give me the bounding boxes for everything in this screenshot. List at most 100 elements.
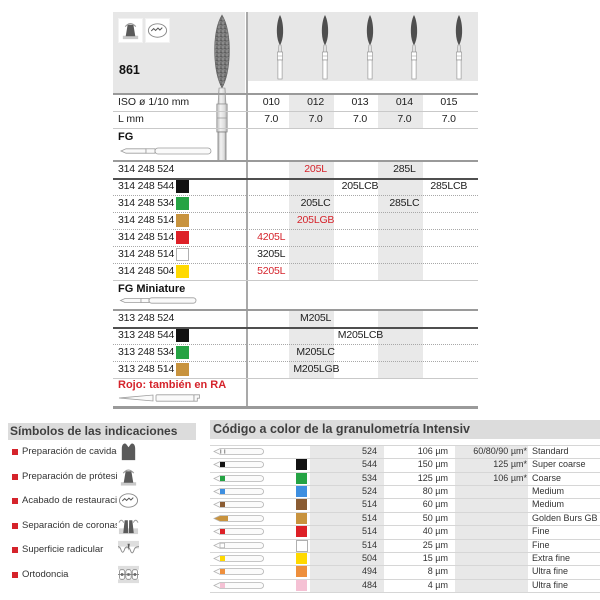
part-number: 314 248 514 [118,248,175,260]
grit-color-swatch [296,499,307,511]
fg-section-label: FG [118,131,134,143]
bur-code: M205LC [296,346,335,358]
bur-drawing [318,14,332,80]
grit-color-swatch [296,472,307,484]
table-row: 313 248 544 M205LCB [113,327,478,344]
bur-code: 3205L [257,248,286,260]
bur-code: 5205L [257,265,286,277]
rule [113,195,478,196]
part-number: 314 248 514 [118,214,175,226]
rule [210,538,600,540]
grit-color-swatch [296,512,307,524]
model-number: 861 [119,63,140,77]
symbol-label: Acabado de restauraciones [22,495,138,507]
bur-code: M205L [300,312,332,324]
table-row: 313 248 534 M205LC [113,344,478,361]
grit-color-swatch [176,180,189,193]
grit-code: 514 [361,512,377,523]
grit-bur-icon [212,527,265,536]
rule [113,263,478,264]
symbol-item: Separación de coronas [8,514,204,538]
ra-note: Rojo: también en RA [118,379,227,391]
grit-color-swatch [176,248,189,261]
bur-code: 205LGB [296,214,335,226]
part-number: 314 248 504 [118,265,175,277]
rule [113,308,478,311]
grit-bur-icon [212,581,265,590]
rule [210,565,600,567]
grit-bur-icon [212,474,265,483]
grit-name: Ultra fine [532,579,569,590]
grit-color-swatch [296,579,307,591]
length-value: 7.0 [397,113,412,125]
length-value: 7.0 [352,113,367,125]
grit-bur-icon [212,554,265,563]
rule [113,344,478,345]
grit-color-swatch [296,539,308,552]
rule [210,458,600,460]
grit-color-swatch [176,214,189,227]
bur-code: M205LGB [293,363,340,375]
grit-bur-icon [212,447,265,456]
fg-miniature-section-label: FG Miniature [118,283,186,295]
length-row: L mm 7.0 7.0 7.0 7.0 7.0 [113,111,478,128]
rule [210,471,600,473]
table-row: 314 248 534 205LC 285LC [113,195,478,212]
grit-grain: 50 µm [422,512,448,523]
bur-code: 205LCB [341,180,379,192]
grit-alt: 125 µm* [493,459,527,470]
part-number: 313 248 544 [118,329,175,341]
red-bullet [12,449,18,455]
length-value: 7.0 [441,113,456,125]
column-shade [310,445,384,592]
grit-alt: 106 µm* [493,472,527,483]
grit-row: 494 8 µm Ultra fine [210,565,600,578]
part-number: 314 248 544 [118,180,175,192]
grit-grain: 125 µm [417,472,448,483]
symbols-title: Símbolos de las indicaciones [8,423,196,440]
prosthesis-prep-icon [117,465,140,487]
rule [210,498,600,500]
bur-drawing [407,14,421,80]
rule [113,229,478,230]
bur-code: 285LCB [430,180,468,192]
grit-grain: 4 µm [427,579,448,590]
iso-size: 015 [440,96,458,108]
crown-separation-icon [117,514,140,536]
table-row: 314 248 524 205L 285L [113,161,478,178]
red-bullet [12,547,18,554]
rule [210,551,600,553]
grit-grain: 8 µm [427,566,448,577]
rule [113,361,478,362]
restoration-finishing-icon [145,18,170,43]
fg-miniature-bur-icon [118,296,198,305]
rule [113,159,478,162]
table-row: 314 248 514 205LGB [113,212,478,229]
rule [113,127,478,129]
rule [113,327,478,329]
symbol-label: Separación de coronas [22,519,120,531]
grit-alt: 60/80/90 µm* [473,446,527,456]
iso-size: 012 [307,96,325,108]
bur-photo [206,14,238,162]
rule [210,485,600,487]
grit-grain: 15 µm [422,552,448,563]
grit-name: Super coarse [532,459,586,470]
rule [113,246,478,247]
grit-color-swatch [296,459,307,471]
length-value: 7.0 [308,113,323,125]
symbol-label: Superficie radicular [22,544,104,556]
grit-color-swatch [176,346,189,359]
table-row: 314 248 544 205LCB 285LCB [113,178,478,195]
column-shade [455,445,528,592]
grit-code: 484 [361,579,377,590]
grit-row: 524 106 µm 60/80/90 µm* Standard [210,445,600,458]
bur-drawing [452,14,466,80]
grit-row: 504 15 µm Extra fine [210,552,600,565]
grit-color-swatch [176,231,189,244]
grit-name: Medium [532,499,565,510]
rule [113,178,478,180]
bur-code: 285LC [389,197,420,209]
symbol-label: Ortodoncia [22,569,69,580]
